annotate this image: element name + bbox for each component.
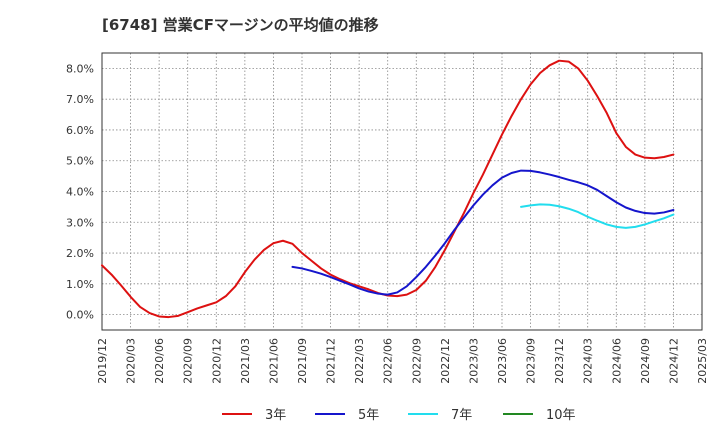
x-tick-label: 2020/06 (153, 338, 166, 384)
x-tick-label: 2023/06 (496, 338, 509, 384)
y-tick-label: 4.0% (66, 186, 94, 199)
x-tick-label: 2020/12 (210, 338, 223, 384)
legend-label: 5年 (358, 408, 379, 423)
legend: 3年 5年 7年 10年 (222, 408, 576, 423)
y-tick-label: 5.0% (66, 155, 94, 168)
y-tick-label: 3.0% (66, 216, 94, 229)
x-tick-label: 2022/12 (439, 338, 452, 384)
series-lines (101, 59, 675, 319)
y-tick-label: 8.0% (66, 62, 94, 75)
y-tick-label: 1.0% (66, 278, 94, 291)
grid (101, 53, 703, 330)
x-tick-label: 2021/12 (325, 338, 338, 384)
x-tick-label: 2023/12 (553, 338, 566, 384)
y-tick-label: 6.0% (66, 124, 94, 137)
x-tick-label: 2019/12 (96, 338, 109, 384)
legend-label: 7年 (451, 408, 472, 423)
y-tick-label: 0.0% (66, 309, 94, 322)
legend-label: 10年 (546, 408, 576, 423)
y-tick-label: 7.0% (66, 93, 94, 106)
x-tick-label: 2025/03 (696, 338, 709, 384)
y-axis: 0.0% 1.0% 2.0% 3.0% 4.0% 5.0% 6.0% 7.0% 8.0% (66, 62, 94, 321)
x-tick-label: 2021/09 (296, 338, 309, 384)
x-tick-label: 2021/06 (267, 338, 280, 384)
x-tick-label: 2024/06 (610, 338, 623, 384)
x-tick-label: 2022/09 (410, 338, 423, 384)
plot-area (101, 52, 703, 331)
legend-label: 3年 (265, 408, 286, 423)
x-tick-label: 2020/03 (125, 338, 138, 384)
x-tick-label: 2022/06 (382, 338, 395, 384)
series-line-5年 (291, 169, 675, 296)
x-tick-label: 2024/03 (582, 338, 595, 384)
x-tick-label: 2024/12 (667, 338, 680, 384)
x-tick-label: 2023/03 (467, 338, 480, 384)
chart-title: [6748] 営業CFマージンの平均値の推移 (102, 16, 379, 34)
y-tick-label: 2.0% (66, 247, 94, 260)
x-tick-label: 2021/03 (239, 338, 252, 384)
x-tick-label: 2023/09 (525, 338, 538, 384)
series-line-7年 (520, 203, 675, 229)
x-tick-label: 2022/03 (353, 338, 366, 384)
x-tick-label: 2024/09 (639, 338, 652, 384)
x-tick-label: 2020/09 (182, 338, 195, 384)
x-axis: 2019/12 2020/03 2020/06 2020/09 2020/12 2021/… (96, 338, 709, 384)
